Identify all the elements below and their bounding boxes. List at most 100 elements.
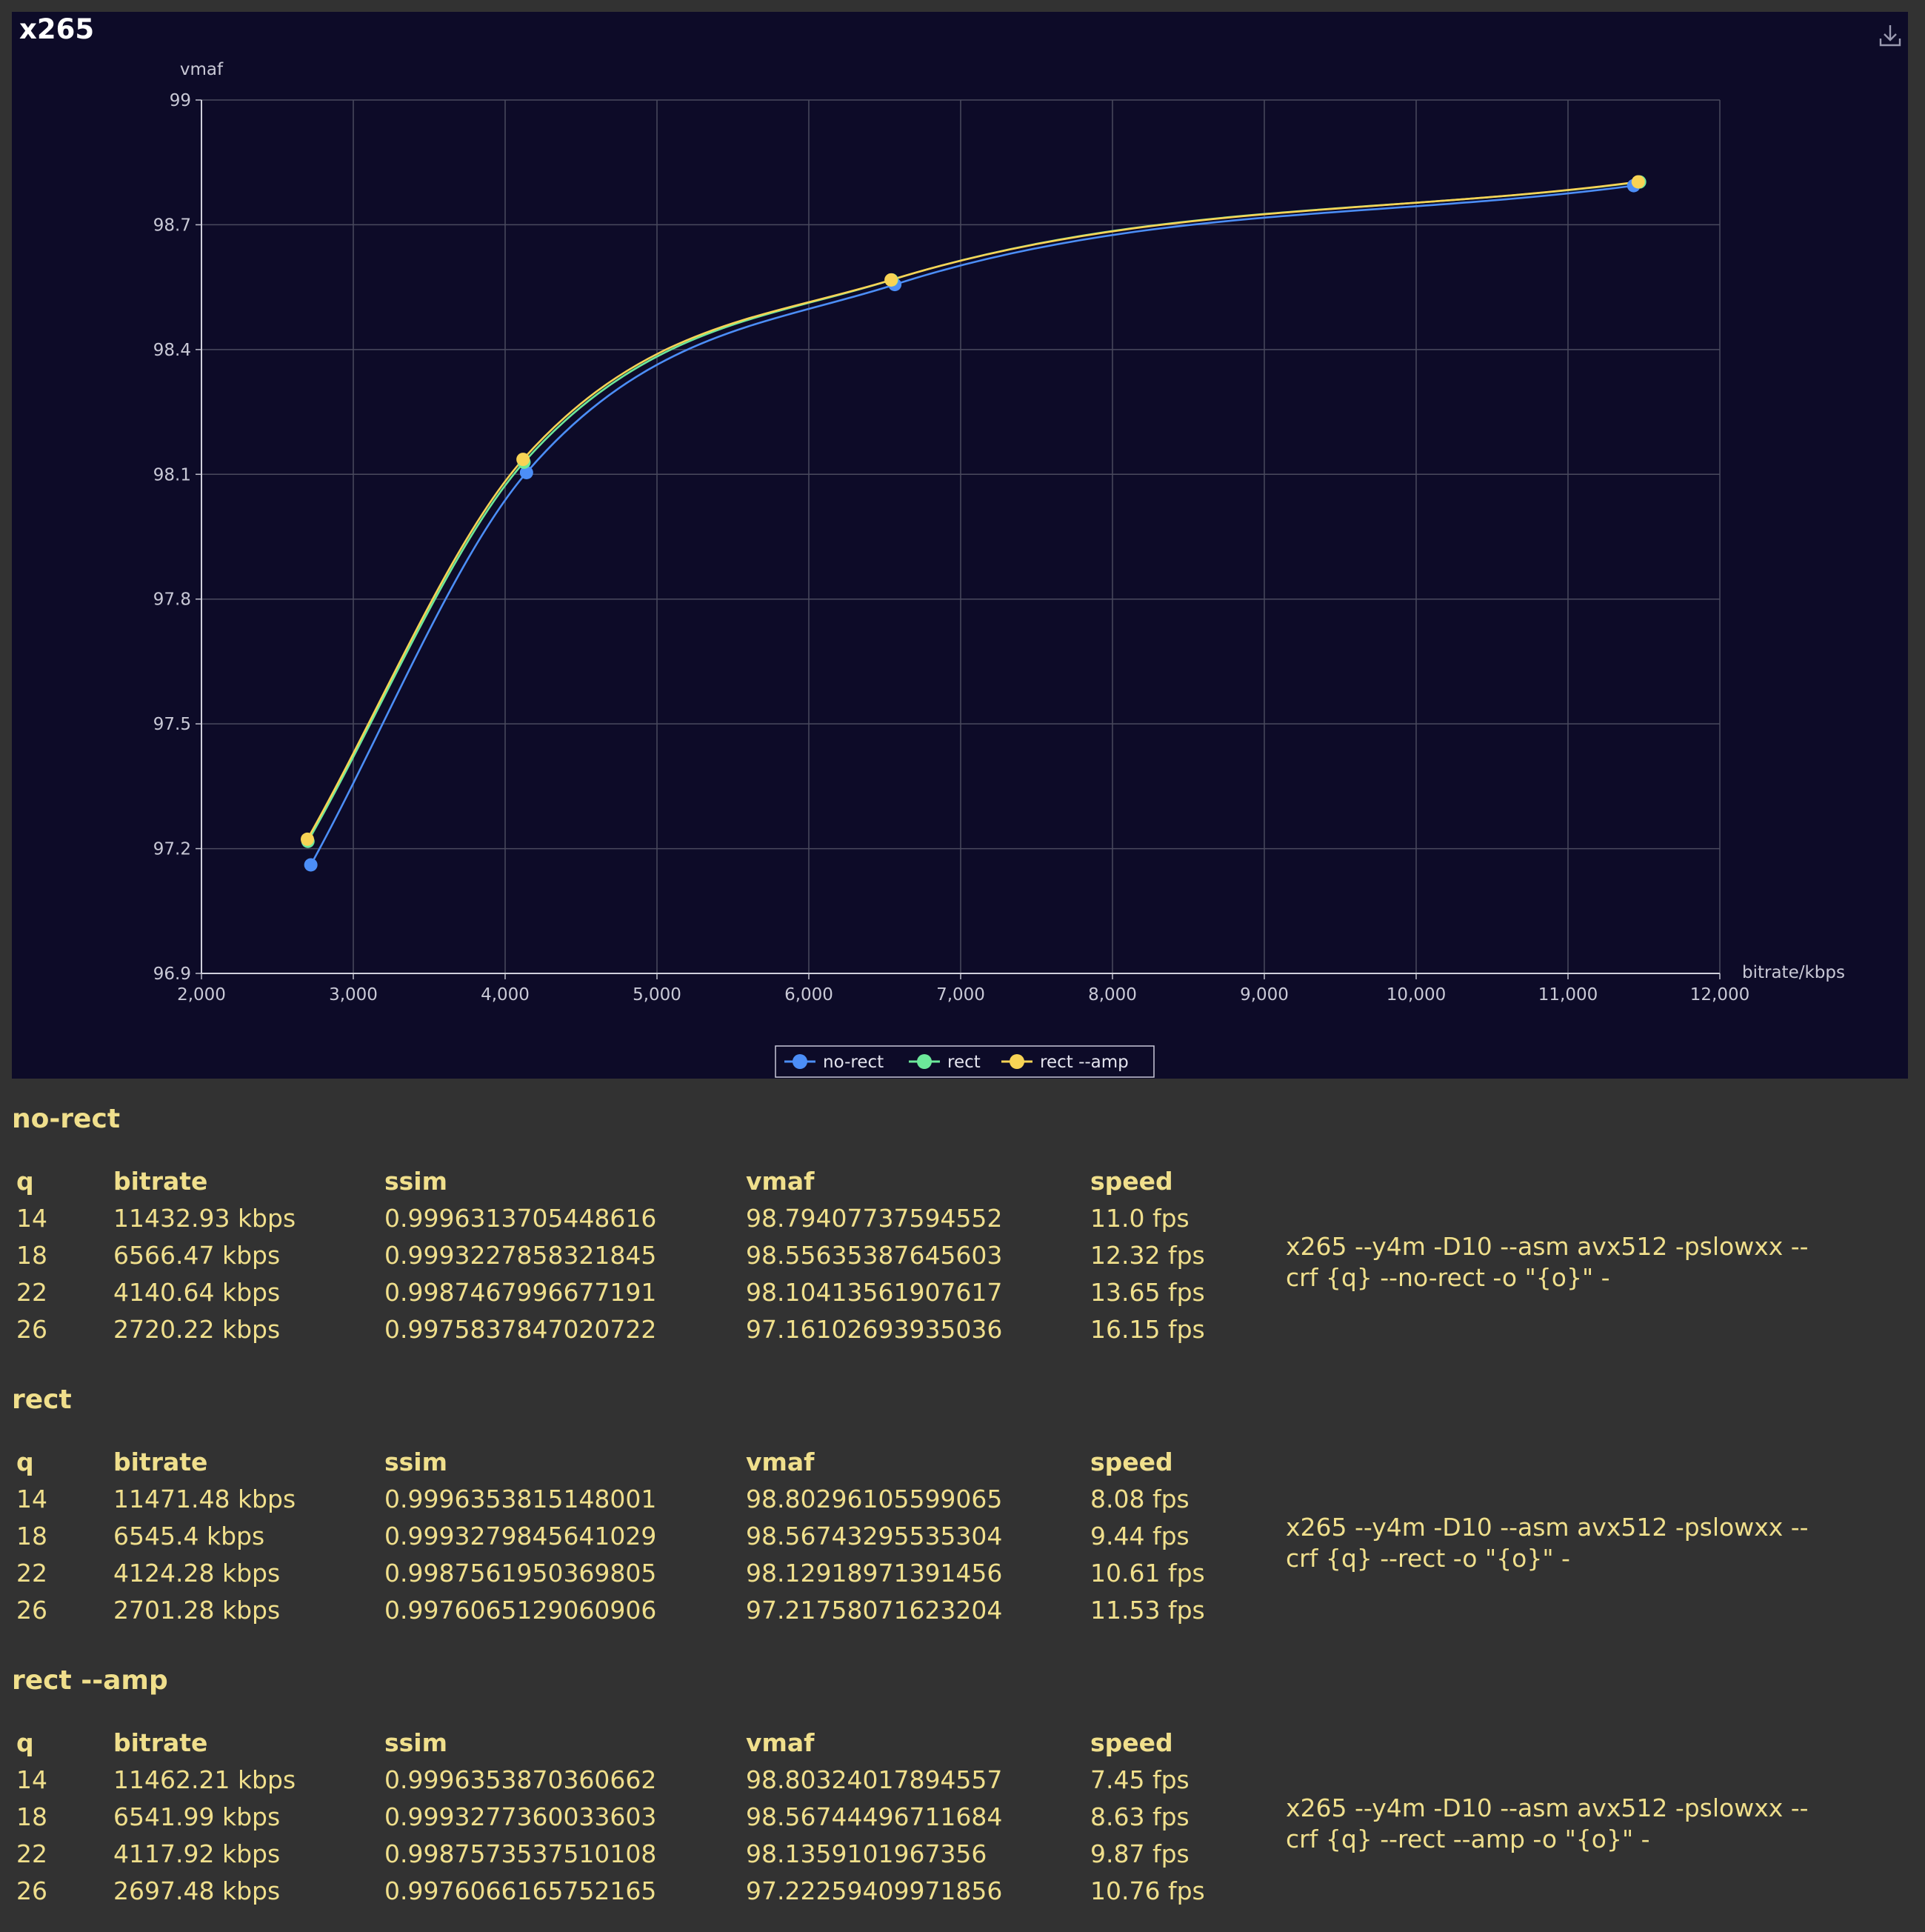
cell-bitrate: 11432.93 kbps bbox=[113, 1204, 296, 1233]
cell-bitrate: 6566.47 kbps bbox=[113, 1241, 281, 1270]
cell-q: 14 bbox=[16, 1485, 47, 1513]
x-tick-label: 8,000 bbox=[1088, 985, 1137, 1005]
cell-ssim: 0.9987467996677191 bbox=[384, 1278, 657, 1307]
cell-q: 14 bbox=[16, 1765, 47, 1794]
cell-bitrate: 4140.64 kbps bbox=[113, 1278, 281, 1307]
cell-vmaf: 97.22259409971856 bbox=[746, 1876, 1003, 1905]
cell-speed: 8.08 fps bbox=[1090, 1485, 1190, 1513]
cell-vmaf: 98.12918971391456 bbox=[746, 1559, 1003, 1588]
x-tick-label: 12,000 bbox=[1690, 985, 1749, 1005]
cell-q: 26 bbox=[16, 1315, 47, 1344]
y-tick-label: 97.8 bbox=[153, 590, 191, 610]
cell-speed: 11.0 fps bbox=[1090, 1204, 1190, 1233]
cell-ssim: 0.9976065129060906 bbox=[384, 1596, 657, 1625]
cell-ssim: 0.9976066165752165 bbox=[384, 1876, 657, 1905]
cell-vmaf: 98.55635387645603 bbox=[746, 1241, 1003, 1270]
section-rect: rect q bitrate ssim vmaf speed 14 11471.… bbox=[12, 1385, 1908, 1625]
cell-speed: 12.32 fps bbox=[1090, 1241, 1205, 1270]
series-line-rect-amp bbox=[306, 181, 1638, 840]
cell-bitrate: 4117.92 kbps bbox=[113, 1839, 281, 1868]
section-no-rect: no-rect q bitrate ssim vmaf speed 14 114… bbox=[12, 1104, 1908, 1344]
x-tick-label: 7,000 bbox=[936, 985, 985, 1005]
header-speed: speed bbox=[1090, 1167, 1173, 1196]
legend-marker-rect bbox=[917, 1054, 932, 1069]
encoder-command: x265 --y4m -D10 --asm avx512 -pslowxx --… bbox=[1286, 1232, 1809, 1292]
cell-ssim: 0.9996353815148001 bbox=[384, 1485, 657, 1513]
cell-q: 26 bbox=[16, 1876, 47, 1905]
cell-ssim: 0.9993277360033603 bbox=[384, 1802, 657, 1831]
header-speed: speed bbox=[1090, 1448, 1173, 1476]
data-point-no-rect bbox=[519, 465, 533, 479]
data-point-rect-amp bbox=[1631, 175, 1645, 189]
section-title: rect --amp bbox=[12, 1665, 168, 1696]
cell-speed: 7.45 fps bbox=[1090, 1765, 1190, 1794]
x-tick-label: 11,000 bbox=[1538, 985, 1598, 1005]
cell-bitrate: 11462.21 kbps bbox=[113, 1765, 296, 1794]
header-vmaf: vmaf bbox=[746, 1728, 815, 1757]
cell-bitrate: 2720.22 kbps bbox=[113, 1315, 281, 1344]
header-vmaf: vmaf bbox=[746, 1448, 815, 1476]
cell-ssim: 0.9993279845641029 bbox=[384, 1522, 657, 1550]
legend bbox=[775, 1045, 1155, 1078]
cell-speed: 16.15 fps bbox=[1090, 1315, 1205, 1344]
cell-vmaf: 98.80324017894557 bbox=[746, 1765, 1003, 1794]
series-line-rect bbox=[307, 181, 1640, 842]
encoder-command: x265 --y4m -D10 --asm avx512 -pslowxx --… bbox=[1286, 1793, 1809, 1853]
cell-vmaf: 98.1359101967356 bbox=[746, 1839, 987, 1868]
header-bitrate: bitrate bbox=[113, 1448, 208, 1476]
section-rect-amp: rect --amp q bitrate ssim vmaf speed 14 … bbox=[12, 1665, 1908, 1905]
y-tick-label: 97.5 bbox=[153, 715, 191, 734]
chart-panel: x265 2,000 3,000 4,000 5,000 6,000 7,000 8,000… bbox=[12, 12, 1908, 1079]
cell-q: 14 bbox=[16, 1204, 47, 1233]
cell-q: 22 bbox=[16, 1559, 47, 1588]
download-icon[interactable] bbox=[1877, 22, 1904, 49]
cell-vmaf: 97.21758071623204 bbox=[746, 1596, 1003, 1625]
data-point-rect-amp bbox=[884, 273, 898, 287]
y-tick-label: 96.9 bbox=[153, 965, 191, 984]
y-tick-label: 98.7 bbox=[153, 216, 191, 235]
header-q: q bbox=[16, 1728, 34, 1757]
header-ssim: ssim bbox=[384, 1448, 447, 1476]
cell-speed: 9.87 fps bbox=[1090, 1839, 1190, 1868]
encoder-command: x265 --y4m -D10 --asm avx512 -pslowxx --… bbox=[1286, 1513, 1809, 1573]
cell-ssim: 0.9996353870360662 bbox=[384, 1765, 657, 1794]
x-tick-label: 5,000 bbox=[633, 985, 681, 1005]
cell-speed: 10.76 fps bbox=[1090, 1876, 1205, 1905]
header-q: q bbox=[16, 1167, 34, 1196]
cell-q: 26 bbox=[16, 1596, 47, 1625]
header-q: q bbox=[16, 1448, 34, 1476]
cell-speed: 13.65 fps bbox=[1090, 1278, 1205, 1307]
cell-q: 18 bbox=[16, 1522, 47, 1550]
header-vmaf: vmaf bbox=[746, 1167, 815, 1196]
cell-ssim: 0.9987573537510108 bbox=[384, 1839, 657, 1868]
section-title: rect bbox=[12, 1385, 72, 1415]
header-ssim: ssim bbox=[384, 1728, 447, 1757]
legend-label-rect-amp: rect --amp bbox=[1040, 1053, 1129, 1072]
chart-title: x265 bbox=[19, 13, 95, 45]
y-tick-label: 98.1 bbox=[153, 465, 191, 484]
legend-label-rect: rect bbox=[947, 1053, 981, 1072]
x-tick-label: 10,000 bbox=[1387, 985, 1446, 1005]
legend-label-no-rect: no-rect bbox=[823, 1053, 884, 1072]
y-tick-label: 97.2 bbox=[153, 840, 191, 859]
cell-speed: 11.53 fps bbox=[1090, 1596, 1205, 1625]
x-tick-label: 4,000 bbox=[481, 985, 530, 1005]
section-title: no-rect bbox=[12, 1104, 121, 1134]
cell-speed: 9.44 fps bbox=[1090, 1522, 1190, 1550]
header-bitrate: bitrate bbox=[113, 1728, 208, 1757]
x-tick-label: 2,000 bbox=[177, 985, 226, 1005]
cell-speed: 10.61 fps bbox=[1090, 1559, 1205, 1588]
cell-vmaf: 98.56744496711684 bbox=[746, 1802, 1003, 1831]
cell-bitrate: 6541.99 kbps bbox=[113, 1802, 281, 1831]
cell-bitrate: 11471.48 kbps bbox=[113, 1485, 296, 1513]
data-point-rect-amp bbox=[516, 453, 530, 467]
cell-vmaf: 98.80296105599065 bbox=[746, 1485, 1003, 1513]
cell-q: 18 bbox=[16, 1241, 47, 1270]
cell-vmaf: 97.16102693935036 bbox=[746, 1315, 1003, 1344]
cell-ssim: 0.9996313705448616 bbox=[384, 1204, 657, 1233]
vmaf-bitrate-chart: 2,000 3,000 4,000 5,000 6,000 7,000 8,000 9,000… bbox=[153, 60, 1845, 1078]
x-tick-label: 3,000 bbox=[329, 985, 378, 1005]
y-tick-label: 98.4 bbox=[153, 341, 191, 360]
legend-marker-no-rect bbox=[793, 1054, 807, 1069]
cell-q: 22 bbox=[16, 1278, 47, 1307]
